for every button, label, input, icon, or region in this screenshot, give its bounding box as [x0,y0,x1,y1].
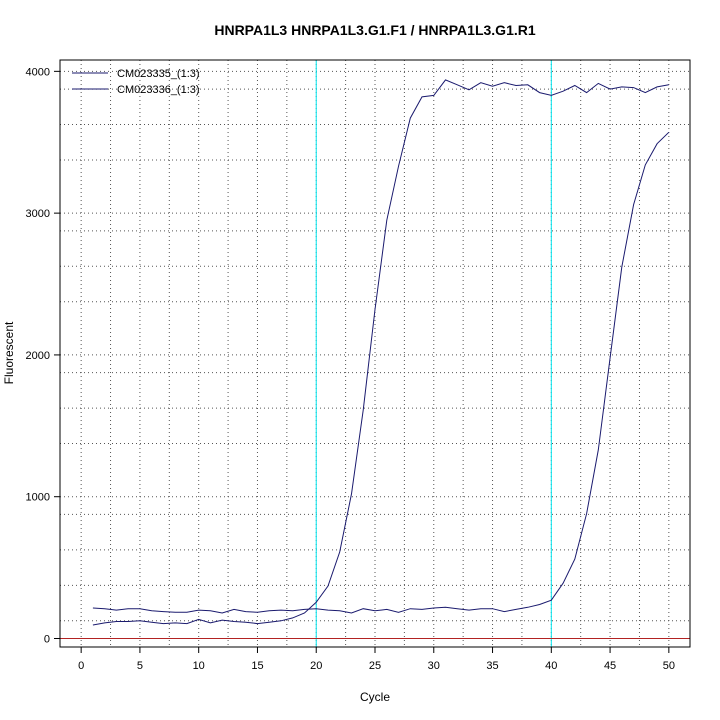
series-line-1 [92,131,670,614]
x-tick-label: 15 [251,660,263,672]
x-tick-label: 20 [310,660,322,672]
legend-label-series-2: CM023336_(1:3) [117,84,200,96]
x-tick-label: 5 [137,660,143,672]
y-axis-label: Fluorescent [2,321,16,384]
series-line-2 [92,79,669,626]
y-tick-label: 4000 [26,66,50,78]
y-tick-label: 1000 [26,492,50,504]
y-tick-label: 2000 [26,350,50,362]
series-lines [92,79,670,626]
y-tick-label: 0 [44,633,50,645]
y-axis: 0 1000 2000 3000 4000 [26,66,60,645]
x-tick-label: 25 [369,660,381,672]
x-tick-label: 45 [604,660,616,672]
x-axis-label: Cycle [360,690,390,704]
x-tick-label: 40 [545,660,557,672]
x-tick-label: 30 [428,660,440,672]
x-tick-label: 0 [78,660,84,672]
chart-title: HNRPA1L3 HNRPA1L3.G1.F1 / HNRPA1L3.G1.R1 [214,22,536,38]
x-axis: 0 5 10 15 20 25 30 35 40 45 50 [78,647,675,672]
x-tick-label: 10 [193,660,205,672]
x-tick-label: 35 [486,660,498,672]
y-tick-label: 3000 [26,208,50,220]
x-tick-label: 50 [663,660,675,672]
threshold-lines [315,60,552,647]
legend-label-series-1: CM023335_(1:3) [117,68,200,80]
legend: CM023335_(1:3) CM023336_(1:3) [72,68,200,96]
gridlines [60,60,690,647]
